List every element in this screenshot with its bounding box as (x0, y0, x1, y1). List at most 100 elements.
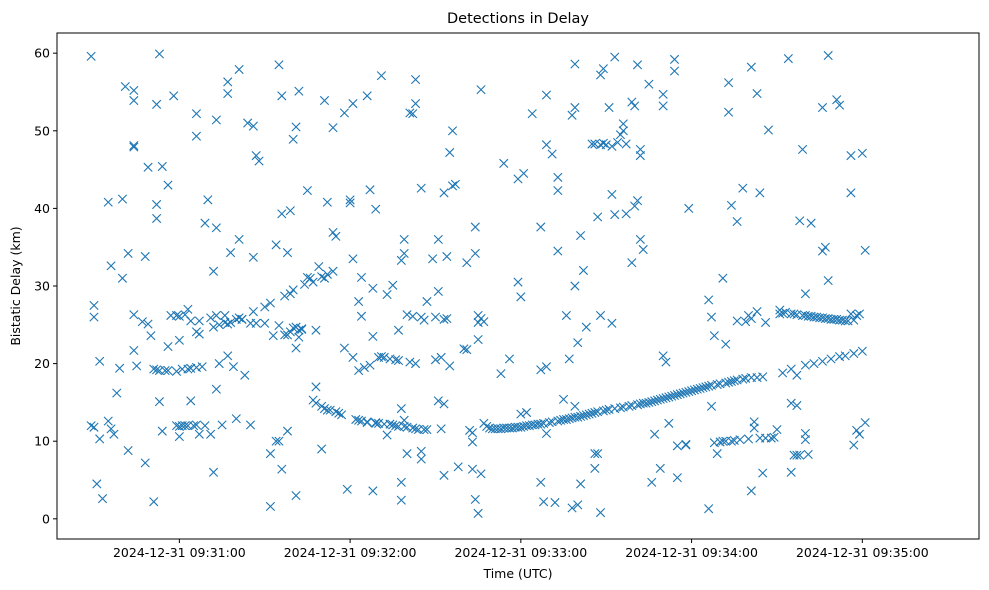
data-point (726, 436, 737, 446)
data-point (294, 86, 304, 96)
data-point (655, 463, 665, 473)
data-point (447, 181, 458, 191)
data-point (345, 198, 355, 208)
x-axis-label: Time (UTC) (482, 566, 552, 581)
data-point (573, 338, 583, 348)
data-point (678, 388, 688, 398)
data-point (632, 196, 643, 206)
data-point (402, 310, 412, 320)
data-point (832, 95, 842, 105)
data-point (797, 144, 808, 154)
data-point (854, 429, 865, 439)
data-point (541, 90, 552, 100)
data-point (496, 369, 506, 379)
data-point (792, 450, 802, 460)
data-point (624, 401, 634, 411)
data-point (288, 323, 298, 333)
data-point (163, 366, 173, 376)
data-point (410, 424, 421, 434)
data-point (169, 91, 179, 101)
data-point (206, 429, 216, 439)
data-point (692, 384, 702, 394)
data-point (658, 89, 668, 99)
data-point (573, 500, 583, 510)
data-point (385, 419, 395, 429)
data-point (567, 110, 577, 120)
data-point (265, 298, 276, 308)
data-point (322, 197, 332, 207)
data-point (336, 410, 347, 420)
data-point (561, 310, 571, 321)
data-point (576, 411, 586, 421)
data-point (578, 265, 589, 276)
data-point (800, 435, 811, 445)
data-point (621, 209, 631, 219)
x-tick-label: 2024-12-31 09:32:00 (284, 545, 417, 560)
data-point (208, 322, 219, 332)
data-point (274, 436, 284, 446)
data-point (206, 313, 216, 323)
data-point (795, 216, 805, 226)
data-point (470, 222, 480, 232)
x-tick-label: 2024-12-31 09:35:00 (796, 545, 929, 560)
data-point (183, 304, 193, 314)
data-point (194, 316, 204, 326)
data-point (627, 258, 637, 268)
data-point (723, 107, 734, 117)
data-point (211, 115, 221, 125)
data-point (792, 400, 802, 411)
data-point (613, 137, 623, 148)
data-point (439, 314, 449, 324)
data-point (439, 188, 449, 198)
data-point (723, 78, 734, 88)
data-point (211, 384, 221, 394)
data-point (834, 100, 845, 110)
data-point (416, 183, 426, 193)
data-point (208, 266, 219, 276)
data-point (285, 206, 295, 216)
data-point (399, 421, 409, 432)
data-point (322, 405, 332, 415)
data-point (234, 64, 244, 75)
data-point (129, 85, 139, 96)
data-point (701, 382, 711, 392)
data-point (396, 255, 406, 265)
data-point (741, 317, 751, 327)
data-point (601, 405, 611, 415)
data-point (274, 60, 284, 70)
data-point (433, 396, 443, 406)
data-point (311, 325, 321, 335)
data-point (641, 398, 651, 408)
data-point (570, 281, 580, 291)
data-point (174, 335, 184, 345)
data-point (359, 362, 369, 373)
data-point (348, 99, 358, 109)
data-point (228, 362, 239, 372)
data-point (391, 421, 401, 431)
data-point (231, 414, 241, 424)
data-point (752, 88, 762, 99)
data-point (470, 248, 480, 258)
data-point (650, 429, 660, 439)
data-point (852, 425, 862, 435)
data-point (163, 341, 173, 352)
data-point (328, 227, 338, 238)
data-point (376, 352, 386, 362)
data-point (635, 234, 645, 245)
data-point (857, 346, 867, 356)
data-point (684, 386, 694, 397)
data-point (171, 366, 182, 376)
data-point (459, 344, 469, 354)
data-point (123, 248, 133, 258)
data-point (223, 88, 233, 99)
data-point (237, 314, 247, 324)
data-point (191, 420, 202, 430)
data-point (735, 435, 745, 445)
x-axis: 2024-12-31 09:31:00 2024-12-31 09:32:00 20… (113, 539, 929, 560)
data-point (604, 102, 614, 113)
data-point (775, 309, 785, 319)
data-point (558, 394, 569, 404)
data-point (137, 317, 147, 327)
data-point (593, 212, 603, 222)
